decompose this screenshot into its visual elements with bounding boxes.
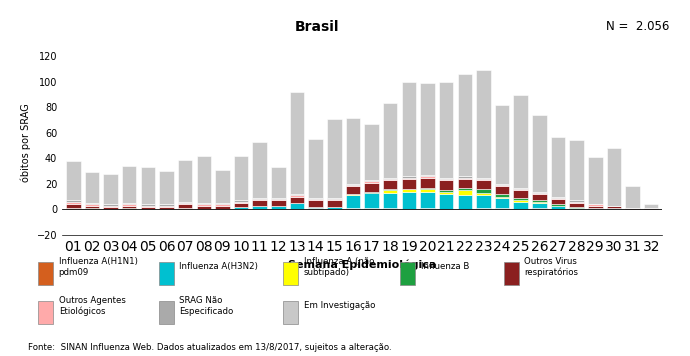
Bar [308,199,323,200]
Text: Influenza A (não
subtipado): Influenza A (não subtipado) [304,257,374,277]
Bar [476,179,491,180]
Bar [346,117,360,184]
Bar [420,176,435,178]
Bar [141,206,155,207]
Bar [253,142,267,198]
Bar [532,208,546,209]
Bar [420,178,435,188]
Bar [234,207,248,209]
Bar [439,178,453,179]
Bar [457,176,472,178]
Bar [159,204,174,206]
Bar [85,208,99,209]
Bar [197,204,211,206]
Bar [141,204,155,206]
Bar [532,115,546,192]
Bar [364,183,379,192]
Bar [215,203,230,204]
Bar [513,202,528,209]
Bar [197,156,211,203]
Y-axis label: óbitos por SRAG: óbitos por SRAG [21,103,31,182]
Bar [513,188,528,189]
Bar [66,204,81,208]
Bar [346,208,360,209]
Bar [66,202,81,204]
Bar [625,208,640,209]
Text: Fonte:  SINAN Influenza Web. Dados atualizados em 13/8/2017, sujeitos a alteraçã: Fonte: SINAN Influenza Web. Dados atuali… [28,343,391,352]
Bar [253,200,267,206]
Bar [513,198,528,200]
Bar [476,180,491,189]
Text: Outros Agentes
Etiológicos: Outros Agentes Etiológicos [59,296,126,316]
Bar [588,204,602,206]
Text: Influenza A(H1N1)
pdm09: Influenza A(H1N1) pdm09 [59,257,137,277]
Bar [607,206,621,208]
Bar [104,207,118,209]
Bar [234,202,248,203]
Bar [439,194,453,209]
Bar [457,188,472,190]
Bar [234,200,248,202]
Bar [402,82,416,176]
Bar [308,198,323,199]
Bar [495,197,509,198]
Bar [66,208,81,209]
Bar [364,180,379,181]
Text: Em Investigação: Em Investigação [304,302,375,310]
Bar [364,208,379,209]
Bar [569,202,584,203]
Bar [476,178,491,179]
Bar [439,179,453,180]
Bar [644,204,658,208]
Bar [532,203,546,208]
X-axis label: Semana Epidemiológica: Semana Epidemiológica [288,260,437,270]
Bar [476,70,491,178]
Bar [346,194,360,195]
Bar [402,189,416,192]
Bar [122,204,137,206]
Bar [290,197,304,203]
Bar [141,207,155,209]
Bar [308,200,323,207]
Bar [513,189,528,190]
Bar [122,166,137,203]
Bar [178,203,193,204]
Bar [346,195,360,208]
Bar [215,170,230,203]
Bar [364,124,379,180]
Bar [495,187,509,194]
Bar [420,188,435,189]
Bar [439,190,453,192]
Bar [513,190,528,198]
Bar [439,180,453,190]
Bar [569,141,584,200]
Bar [271,206,286,209]
Bar [383,179,397,180]
Bar [476,195,491,208]
Bar [271,167,286,198]
Bar [364,193,379,208]
Bar [364,192,379,193]
Bar [402,176,416,178]
Bar [271,199,286,200]
Bar [66,200,81,202]
Bar [178,202,193,203]
Bar [253,199,267,200]
Bar [476,208,491,209]
Bar [457,74,472,176]
Bar [513,95,528,188]
Bar [197,206,211,209]
Bar [364,181,379,183]
Text: Brasil: Brasil [295,20,339,33]
Bar [346,185,360,187]
Text: Influenza A(H3N2): Influenza A(H3N2) [179,262,258,271]
Bar [625,187,640,208]
Text: N =  2.056: N = 2.056 [606,20,669,33]
Bar [495,198,509,208]
Bar [346,187,360,194]
Bar [308,139,323,198]
Bar [383,180,397,189]
Bar [178,204,193,208]
Bar [569,203,584,207]
Bar [495,185,509,187]
